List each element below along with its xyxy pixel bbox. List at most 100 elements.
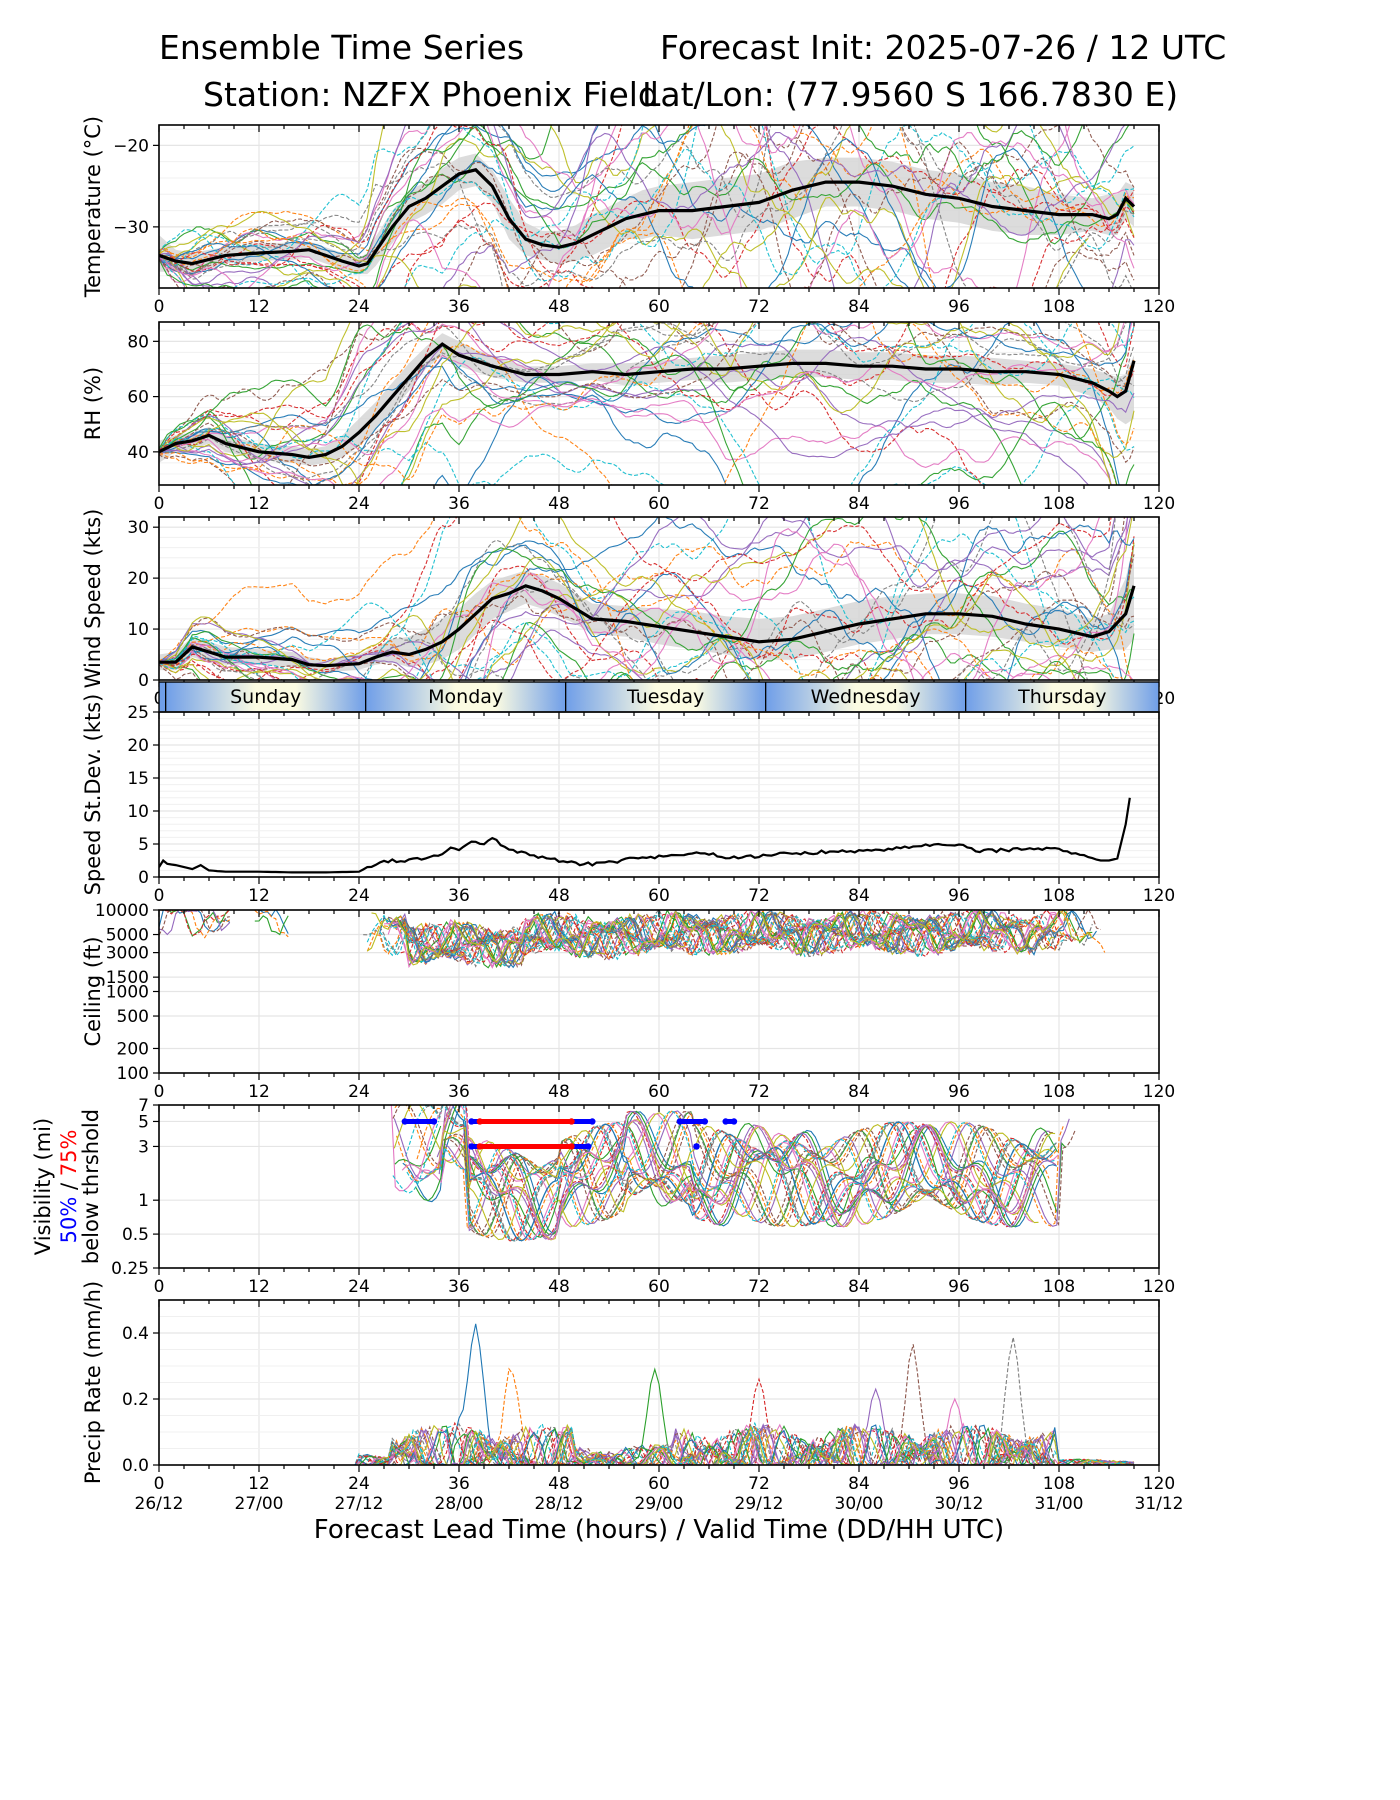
xtick-label: 48 [548,1277,570,1297]
xtick-label: 60 [648,886,670,906]
ensemble-member-line [159,125,1133,288]
valid-time-label: 27/00 [235,1494,284,1514]
ytick-label: 1 [138,1191,149,1211]
ytick-label: 30 [127,518,149,538]
ensemble-member-line [159,517,1132,680]
day-segment [165,682,366,712]
ensemble-member-line [159,322,1135,459]
xtick-label: 12 [248,494,270,514]
ytick-label: 0.2 [122,1390,149,1410]
xtick-label: 84 [848,1474,870,1494]
ytick-label: −30 [113,218,149,238]
ytick-label: 20 [127,736,149,756]
ytick-label: 5 [138,1112,149,1132]
visibility-member-line [392,1121,440,1194]
ceiling-member-line [254,910,289,938]
ensemble-member-line [159,322,1090,485]
day-label: Monday [428,686,503,708]
day-label: Sunday [230,686,301,708]
ensemble-member-line [159,125,1135,282]
xtick-label: 48 [548,494,570,514]
ceiling-member-line [171,910,231,939]
ensemble-member-line [159,125,1135,288]
threshold-dot [676,1118,684,1125]
ensemble-member-line [159,322,1112,485]
threshold-dot [568,1118,575,1125]
ytick-label: 40 [127,443,149,463]
threshold-dot [589,1118,596,1125]
valid-time-label: 26/12 [135,1494,184,1514]
ensemble-member-line [159,517,1101,680]
valid-time-label: 29/00 [635,1494,684,1514]
forecast-init: Forecast Init: 2025-07-26 / 12 UTC [660,28,1227,67]
xtick-label: 72 [748,1277,770,1297]
ensemble-member-line [159,126,1135,274]
legend-separator: / [57,1176,81,1196]
ensemble-member-line [159,322,1135,467]
ensemble-member-line [159,322,982,485]
ytick-label: 3000 [106,944,149,964]
xtick-label: 84 [848,886,870,906]
xtick-label: 96 [948,494,970,514]
visibility-member-line [462,1105,1056,1240]
threshold-dot [722,1118,729,1125]
x-axis: 0 12 24 36 48 60 72 84 96 108 120 [154,322,1175,514]
ensemble-member-line [159,125,1135,288]
xtick-label: 36 [448,1277,470,1297]
ensemble-member-line [159,324,1135,485]
ensemble-member-line [159,148,1135,288]
ensemble-member-line [159,517,1135,680]
precip-member-line [159,1344,1135,1465]
xtick-label: 36 [448,1082,470,1102]
visibility-member-line [449,1111,1076,1235]
precip-member-line [159,1427,1134,1465]
xtick-label: 24 [348,1082,370,1102]
valid-time-label: 31/00 [1035,1494,1084,1514]
ensemble-member-line [159,541,1133,680]
xtick-label: 60 [648,1277,670,1297]
panel-speed_stdev: 25 20 15 10 5 0 [127,703,1160,888]
day-segment [765,682,966,712]
valid-time-label: 27/12 [335,1494,384,1514]
ensemble-member-line [159,125,1135,288]
x-axis: 0 12 24 36 48 60 72 84 96 108 120 [154,712,1175,906]
visibility-member-line [406,1110,1029,1226]
xtick-label: 0 [154,1474,165,1494]
visibility-member-line [401,1105,452,1174]
visibility-member-line [422,1105,1057,1242]
series-group [390,1105,1076,1242]
x-axis: 0 12 24 36 48 60 72 84 96 108 120 [154,1105,1175,1297]
ensemble-member-line [159,125,1084,288]
ensemble-member-line [159,322,1135,481]
ytick-label: 0.4 [122,1324,149,1344]
threshold-dot [730,1118,738,1125]
xtick-label: 72 [748,1474,770,1494]
xtick-label: 36 [448,1474,470,1494]
panel-precip: 0.4 0.2 0.0 [122,1299,1160,1476]
xtick-label: 108 [1043,1474,1075,1494]
xtick-label: 60 [648,494,670,514]
ensemble-member-line [159,517,1087,680]
precip-member-line [159,1427,1134,1465]
visibility-member-line [440,1111,1034,1236]
precip-member-line [159,1424,1134,1465]
ensemble-mean-line [159,584,1136,668]
xtick-label: 60 [648,297,670,317]
visibility-member-line [393,1105,1053,1241]
xtick-label: 84 [848,1277,870,1297]
ensemble-member-line [159,140,1135,288]
ensemble-member-line [159,582,1134,680]
ceiling-member-line [159,910,231,932]
xtick-label: 24 [348,1277,370,1297]
panel-visibility: 75 3 1 0.5 0.25 [111,1096,1160,1279]
xtick-label: 120 [1143,1474,1175,1494]
xtick-label: 12 [248,886,270,906]
ensemble-member-line [159,125,1135,288]
valid-time-label: 28/12 [535,1494,584,1514]
y-axis-label: Ceiling (ft) [81,936,105,1046]
ytick-label: 0.0 [122,1456,149,1476]
legend-50-pct: 50% [57,1197,81,1244]
ytick-label: 500 [117,1007,149,1027]
precip-member-line [159,1424,1135,1465]
